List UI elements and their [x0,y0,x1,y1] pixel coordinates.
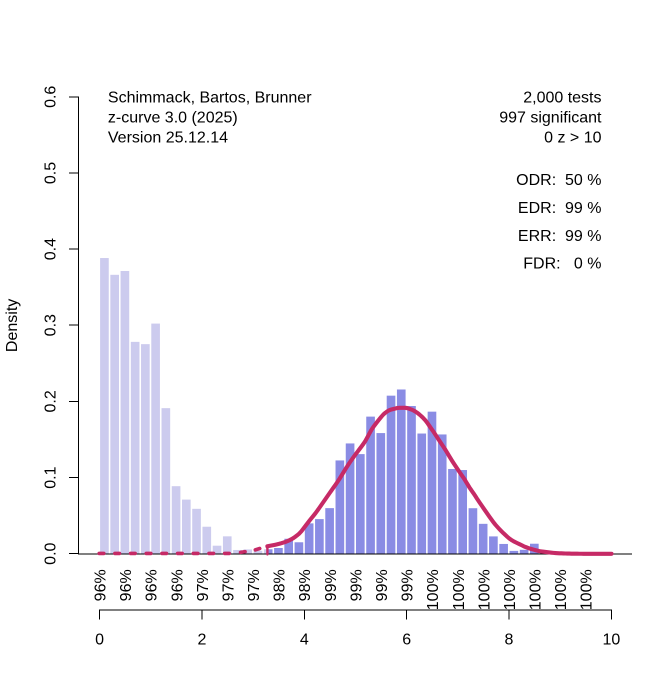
svg-text:96%: 96% [169,569,186,601]
svg-text:0.0: 0.0 [43,542,60,564]
svg-text:0.4: 0.4 [43,238,60,260]
svg-text:99%: 99% [348,569,365,601]
svg-text:100%: 100% [528,569,545,610]
svg-text:100%: 100% [425,569,442,610]
svg-text:0.3: 0.3 [43,314,60,336]
svg-text:100%: 100% [502,569,519,610]
svg-text:Density: Density [4,299,21,352]
svg-text:10: 10 [603,631,621,648]
svg-text:97%: 97% [221,569,238,601]
svg-text:2,000 tests: 2,000 tests [523,90,601,107]
svg-text:97%: 97% [246,569,263,601]
svg-text:Version 25.12.14: Version 25.12.14 [108,129,228,146]
svg-text:4: 4 [300,631,309,648]
svg-text:100%: 100% [579,569,596,610]
svg-text:100%: 100% [553,569,570,610]
svg-text:ERR: 99 %: ERR: 99 % [518,228,602,245]
svg-text:98%: 98% [272,569,289,601]
svg-text:FDR: 0 %: FDR: 0 % [523,256,601,273]
svg-text:997 significant: 997 significant [499,110,602,127]
svg-text:0 z > 10: 0 z > 10 [544,129,601,146]
svg-text:99%: 99% [400,569,417,601]
svg-text:0.1: 0.1 [43,466,60,488]
svg-text:96%: 96% [144,569,161,601]
svg-text:6: 6 [402,631,411,648]
svg-text:Schimmack, Bartos, Brunner: Schimmack, Bartos, Brunner [108,90,312,107]
svg-text:100%: 100% [476,569,493,610]
svg-text:0.2: 0.2 [43,390,60,412]
svg-text:8: 8 [505,631,514,648]
svg-text:100%: 100% [451,569,468,610]
svg-text:98%: 98% [297,569,314,601]
svg-text:99%: 99% [323,569,340,601]
svg-text:96%: 96% [93,569,110,601]
svg-text:ODR: 50 %: ODR: 50 % [516,172,601,189]
svg-text:96%: 96% [118,569,135,601]
svg-text:0: 0 [95,631,104,648]
svg-text:z-curve 3.0 (2025): z-curve 3.0 (2025) [108,110,238,127]
svg-text:0.6: 0.6 [43,86,60,108]
svg-text:97%: 97% [195,569,212,601]
svg-text:EDR: 99 %: EDR: 99 % [518,200,602,217]
svg-text:2: 2 [198,631,207,648]
svg-text:99%: 99% [374,569,391,601]
svg-text:0.5: 0.5 [43,162,60,184]
